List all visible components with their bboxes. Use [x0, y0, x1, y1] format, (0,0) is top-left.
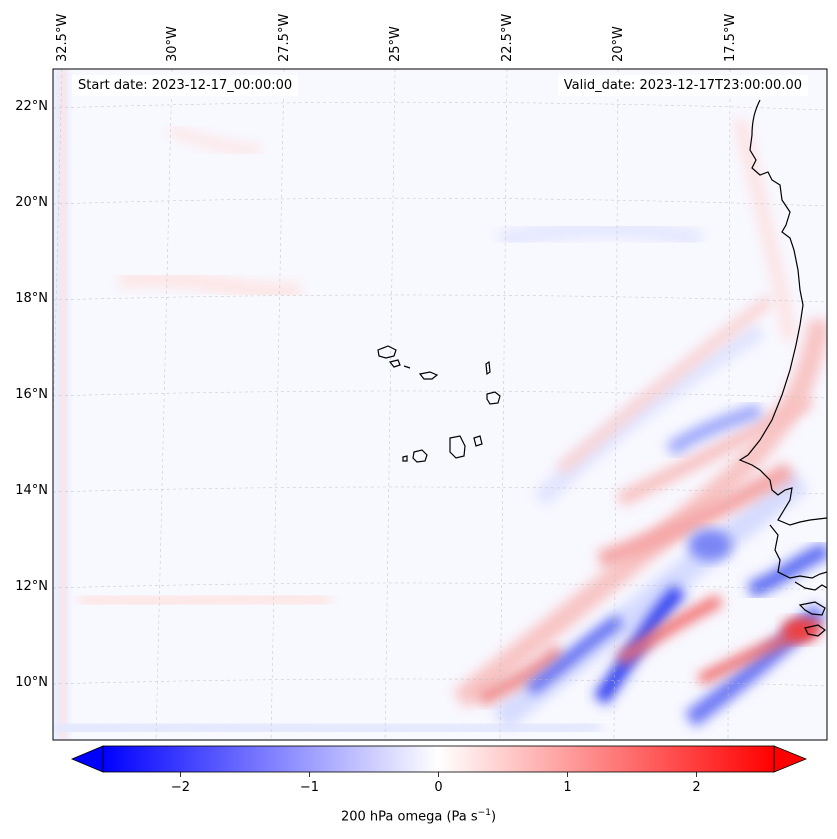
colorbar	[70, 745, 808, 777]
colorbar-tick-label: 0	[434, 780, 443, 795]
lat-label: 12°N	[15, 579, 48, 594]
map-frame	[52, 68, 828, 741]
colorbar-label: 200 hPa omega (Pa s−1)	[340, 808, 497, 825]
lat-label: 16°N	[15, 387, 48, 402]
colorbar-tick-label: −1	[299, 780, 320, 795]
colorbar-extend-high	[773, 745, 808, 773]
lon-label: 22.5°W	[500, 13, 515, 62]
graticule	[53, 69, 827, 740]
colorbar-tick-label: 2	[692, 780, 701, 795]
omega-field	[53, 69, 827, 740]
coastline	[377, 99, 827, 637]
valid-date-label: Valid_date: 2023-12-17T23:00:00.00	[557, 75, 808, 96]
lat-label: 14°N	[15, 483, 48, 498]
colorbar-tick-label: −2	[170, 780, 191, 795]
lat-label: 10°N	[15, 675, 48, 690]
lat-label: 18°N	[15, 291, 48, 306]
colorbar-tick-label: 1	[563, 780, 572, 795]
colorbar-extend-low	[70, 745, 104, 773]
colorbar-gradient	[103, 746, 774, 772]
lat-label: 22°N	[15, 99, 48, 114]
lon-label: 27.5°W	[277, 13, 292, 62]
lat-label: 20°N	[15, 195, 48, 210]
lon-label: 17.5°W	[723, 13, 738, 62]
lon-label: 32.5°W	[55, 13, 70, 62]
lon-label: 20°W	[611, 26, 626, 62]
lon-label: 30°W	[165, 26, 180, 62]
lon-label: 25°W	[388, 26, 403, 62]
start-date-label: Start date: 2023-12-17_00:00:00	[72, 75, 299, 96]
